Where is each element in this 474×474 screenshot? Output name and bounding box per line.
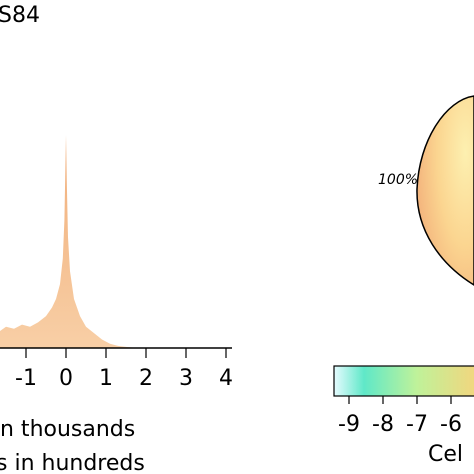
x-tick-label: 4: [219, 366, 233, 391]
colorbar-tick-label: -9: [338, 412, 360, 437]
pie-shape: [416, 95, 474, 286]
x-tick-label: 0: [59, 366, 73, 391]
left-plot: -1 0 1 2 3 4 n thousands s in hundreds: [0, 135, 233, 474]
x-axis-ticks: -1 0 1 2 3 4: [15, 348, 233, 391]
x-tick-label: -1: [15, 366, 37, 391]
colorbar-tick-label: -7: [406, 412, 428, 437]
x-axis-label-line1: n thousands: [0, 417, 135, 442]
colorbar-label: Cel: [428, 442, 463, 467]
x-tick-label: 1: [99, 366, 113, 391]
x-axis-label-line2: s in hundreds: [0, 451, 145, 474]
colorbar-tick-label: -8: [372, 412, 394, 437]
colorbar-tick-label: -6: [440, 412, 462, 437]
density-area: [0, 135, 146, 348]
panel-title: S84: [0, 3, 40, 28]
x-tick-label: 2: [139, 366, 153, 391]
x-tick-label: 3: [179, 366, 193, 391]
colorbar-ticks: -9 -8 -7 -6: [338, 396, 462, 437]
pie-percent-label: 100%: [378, 172, 418, 188]
colorbar-gradient: [333, 365, 474, 397]
right-plot: 100%: [378, 95, 474, 286]
colorbar: -9 -8 -7 -6 Cel: [333, 365, 474, 467]
